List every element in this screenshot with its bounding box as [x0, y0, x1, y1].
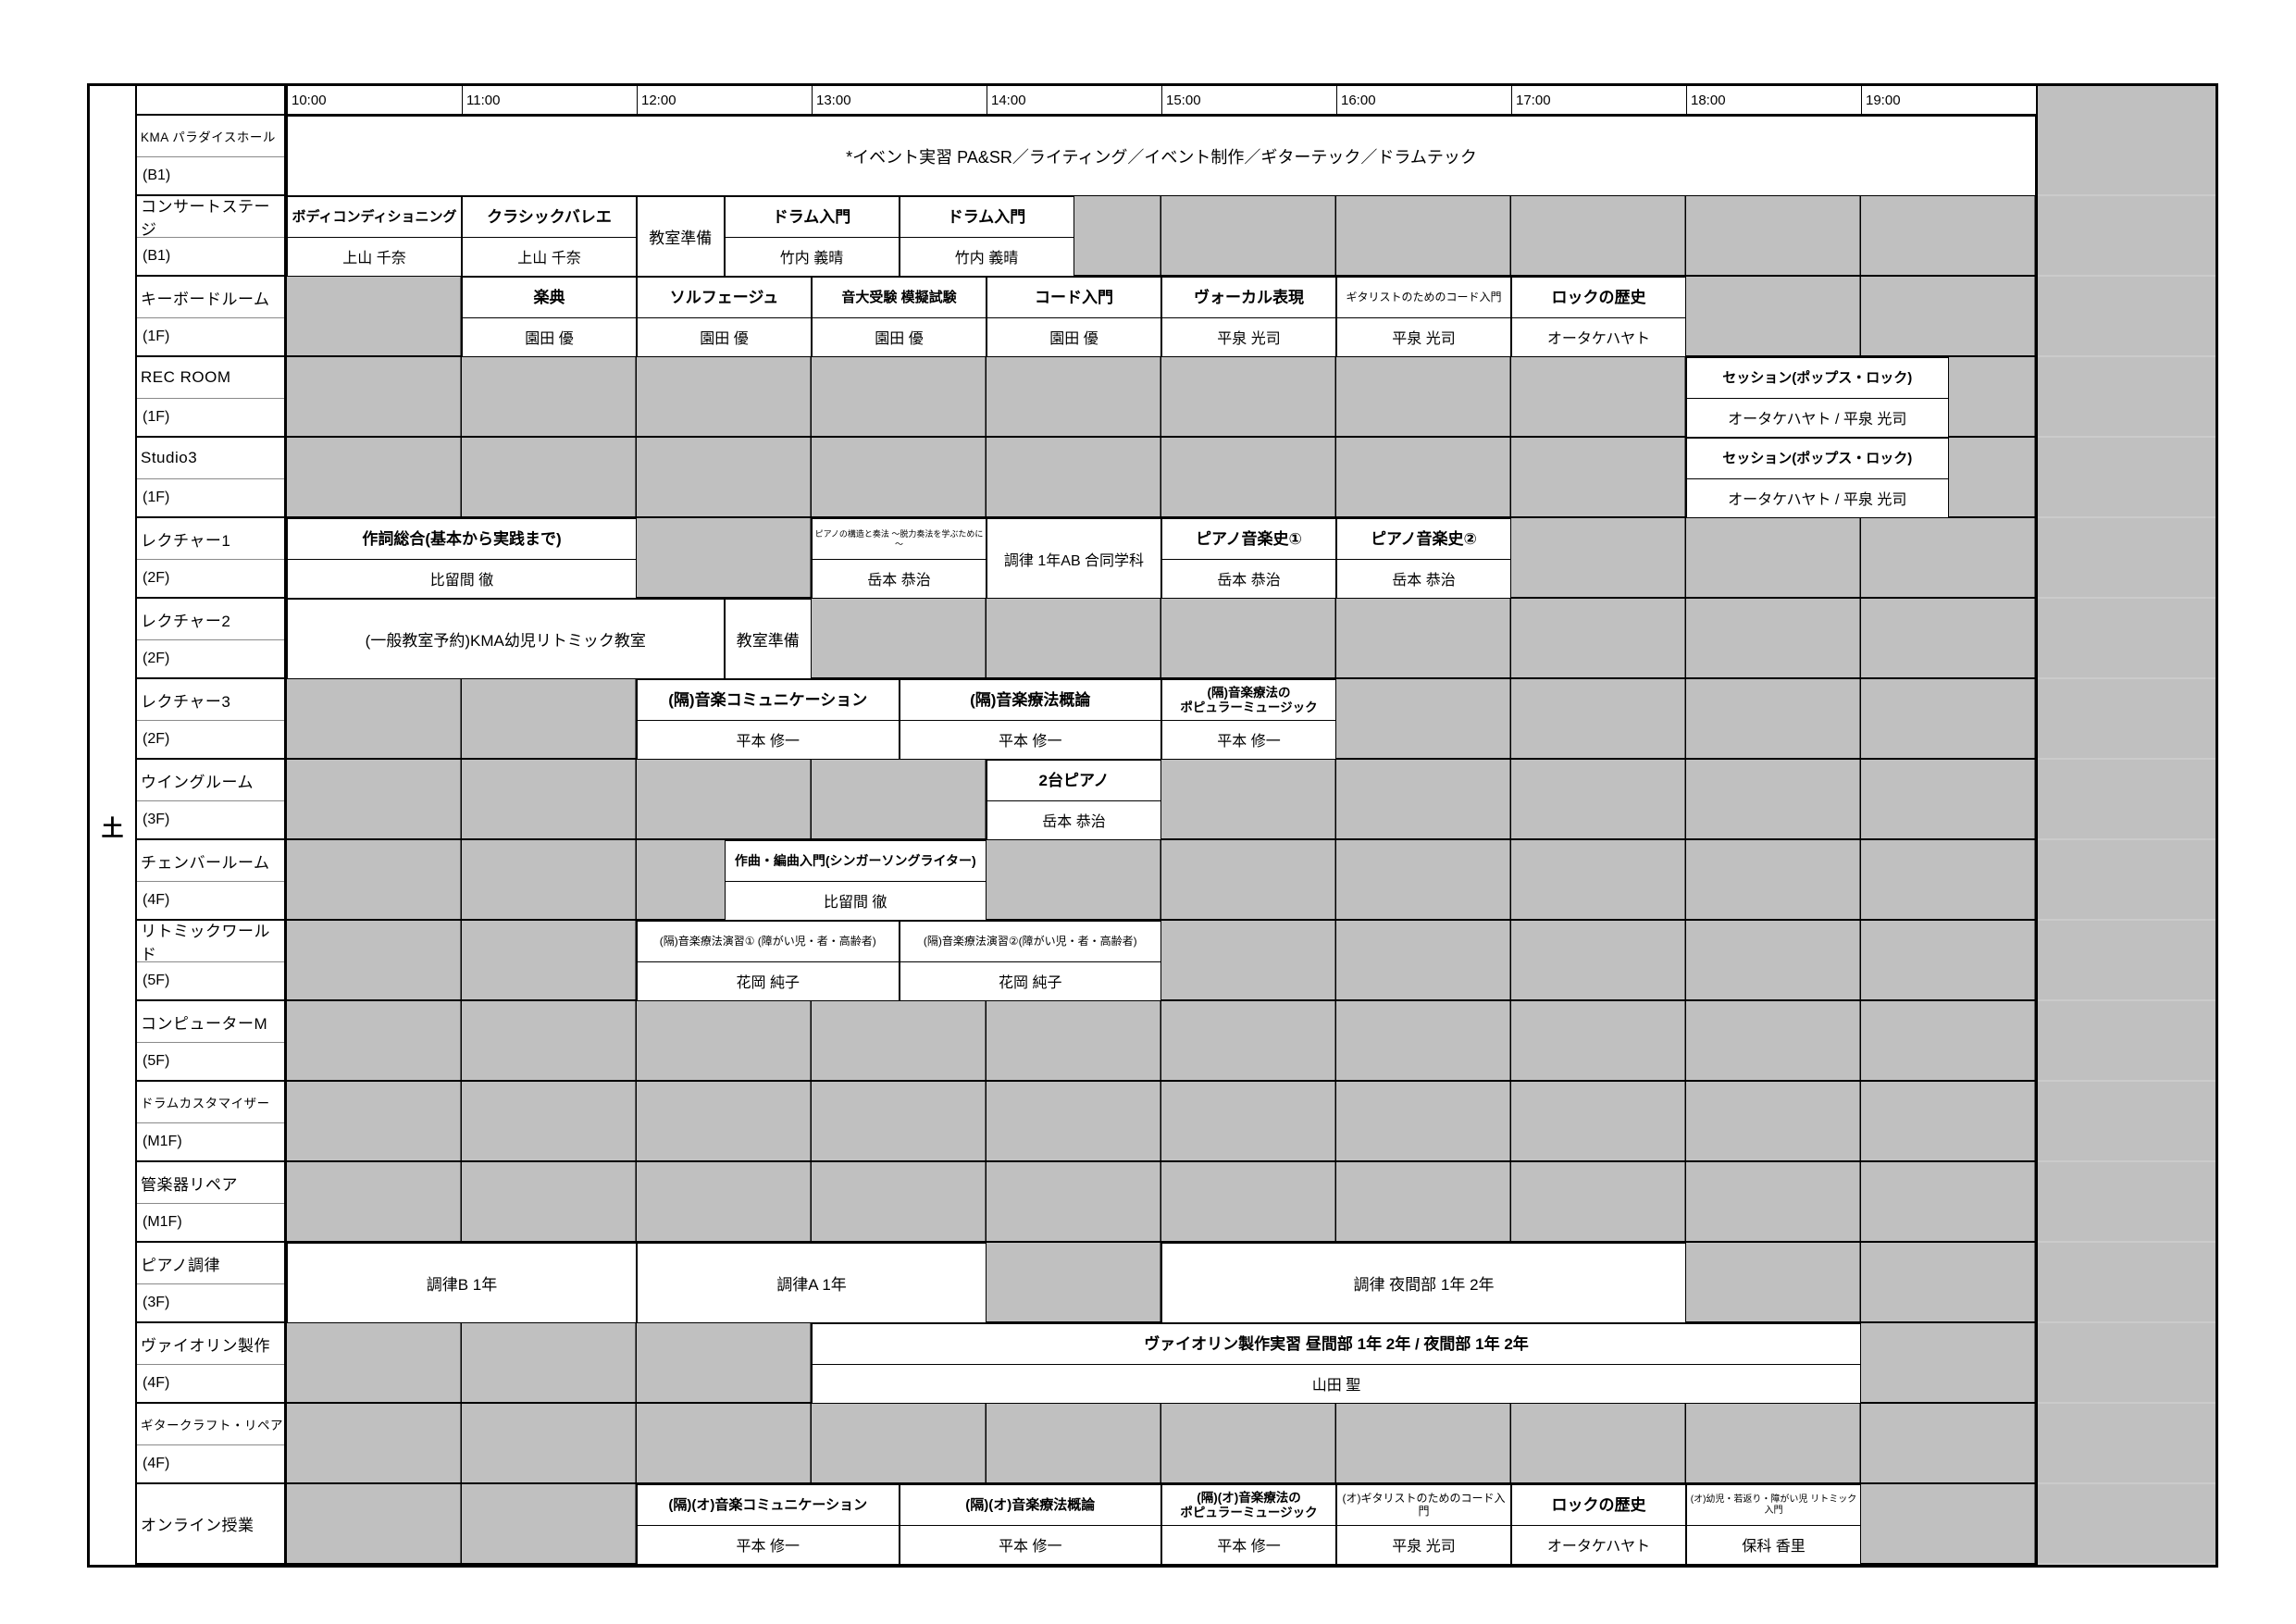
cell-online-guitarist-chord-intro: (オ)ギタリストのためのコード入門 平泉 光司 — [1336, 1484, 1511, 1565]
unused-right-column — [2036, 86, 2215, 1565]
grid-row-chamber — [287, 840, 2036, 921]
cell-violin-making-practice: ヴァイオリン製作実習 昼間部 1年 2年 / 夜間部 1年 2年 山田 聖 — [812, 1323, 1861, 1404]
room-concert-stage: コンサートステージ (B1) — [137, 196, 284, 277]
room-guitar-craft-repair: ギタークラフト・リペア (4F) — [137, 1404, 284, 1484]
grid-row-rhythmique — [287, 921, 2036, 1001]
time-header-17: 17:00 — [1511, 86, 1686, 116]
room-piano-tuning: ピアノ調律 (3F) — [137, 1243, 284, 1323]
time-header-13: 13:00 — [812, 86, 987, 116]
cell-tuning-night-course: 調律 夜間部 1年 2年 — [1161, 1243, 1686, 1323]
time-header-15: 15:00 — [1161, 86, 1336, 116]
cell-online-kids-rhythmique-intro: (オ)幼児・若返り・障がい児 リトミック入門 保科 香里 — [1686, 1484, 1861, 1565]
room-lecture3: レクチャー3 (2F) — [137, 679, 284, 760]
cell-kma-kids-rhythmique: (一般教室予約)KMA幼児リトミック教室 — [287, 599, 725, 679]
cell-guitarist-chord-intro: ギタリストのためのコード入門 平泉 光司 — [1336, 277, 1511, 357]
grid-row-wing — [287, 760, 2036, 840]
cell-therapy-practice-2: (隔)音楽療法演習②(障がい児・者・高齢者) 花岡 純子 — [899, 921, 1161, 1001]
time-header-14: 14:00 — [987, 86, 1161, 116]
room-studio3: Studio3 (1F) — [137, 438, 284, 518]
cell-body-conditioning: ボディコンディショニング 上山 千奈 — [287, 196, 462, 277]
cell-music-theory: 楽典 園田 優 — [462, 277, 637, 357]
room-computer-m: コンピューターM (5F) — [137, 1001, 284, 1082]
cell-online-therapy-popular-music: (隔)(オ)音楽療法の ポピュラーミュージック 平本 修一 — [1161, 1484, 1336, 1565]
time-header-10: 10:00 — [287, 86, 462, 116]
cell-tuning-b-year1: 調律B 1年 — [287, 1243, 637, 1323]
cell-piano-history-2: ピアノ音楽史② 岳本 恭治 — [1336, 518, 1511, 599]
room-lecture1: レクチャー1 (2F) — [137, 518, 284, 599]
room-violin-making: ヴァイオリン製作 (4F) — [137, 1323, 284, 1404]
grid-row-wind-repair — [287, 1162, 2036, 1243]
cell-two-pianos: 2台ピアノ 岳本 恭治 — [987, 760, 1161, 840]
divider-room-grid — [284, 86, 287, 1565]
room-rhythmique-world: リトミックワールド (5F) — [137, 921, 284, 1001]
room-kma-paradise-hall: KMA パラダイスホール (B1) — [137, 116, 284, 196]
time-header-12: 12:00 — [637, 86, 812, 116]
cell-lyric-writing: 作詞総合(基本から実践まで) 比留間 徹 — [287, 518, 637, 599]
cell-event-practice: *イベント実習 PA&SR／ライティング／イベント制作／ギターテック／ドラムテッ… — [287, 116, 2036, 196]
grid-row-computer-m — [287, 1001, 2036, 1082]
room-lecture2: レクチャー2 (2F) — [137, 599, 284, 679]
cell-session-pops-rock-rec: セッション(ポップス・ロック) オータケハヤト / 平泉 光司 — [1686, 357, 1949, 438]
cell-classic-ballet: クラシックバレエ 上山 千奈 — [462, 196, 637, 277]
cell-therapy-popular-music: (隔)音楽療法の ポピュラーミュージック 平本 修一 — [1161, 679, 1336, 760]
cell-rock-history: ロックの歴史 オータケハヤト — [1511, 277, 1686, 357]
cell-session-pops-rock-studio3: セッション(ポップス・ロック) オータケハヤト / 平泉 光司 — [1686, 438, 1949, 518]
cell-drum-intro-2: ドラム入門 竹内 義晴 — [899, 196, 1074, 277]
time-header-11: 11:00 — [462, 86, 637, 116]
divider-day-room — [135, 86, 137, 1565]
grid-row-guitar-craft — [287, 1404, 2036, 1484]
room-wing-room: ウイングルーム (3F) — [137, 760, 284, 840]
time-header-16: 16:00 — [1336, 86, 1511, 116]
room-wind-repair: 管楽器リペア (M1F) — [137, 1162, 284, 1243]
cell-online-rock-history: ロックの歴史 オータケハヤト — [1511, 1484, 1686, 1565]
cell-music-communication: (隔)音楽コミュニケーション 平本 修一 — [637, 679, 900, 760]
cell-vocal-expression: ヴォーカル表現 平泉 光司 — [1161, 277, 1336, 357]
cell-classroom-prep-2: 教室準備 — [724, 599, 812, 679]
cell-piano-history-1: ピアノ音楽史① 岳本 恭治 — [1161, 518, 1336, 599]
cell-music-therapy-intro: (隔)音楽療法概論 平本 修一 — [899, 679, 1161, 760]
cell-therapy-practice-1: (隔)音楽療法演習① (障がい児・者・高齢者) 花岡 純子 — [637, 921, 900, 1001]
time-header-18: 18:00 — [1686, 86, 1861, 116]
cell-composition-intro: 作曲・編曲入門(シンガーソングライター) 比留間 徹 — [724, 840, 987, 921]
time-header-19: 19:00 — [1861, 86, 2036, 116]
cell-drum-intro-1: ドラム入門 竹内 義晴 — [724, 196, 900, 277]
room-rec-room: REC ROOM (1F) — [137, 357, 284, 438]
room-chamber-room: チェンバールーム (4F) — [137, 840, 284, 921]
cell-tuning-a-year1: 調律A 1年 — [637, 1243, 987, 1323]
day-label-cell: 土 — [90, 86, 135, 1565]
header-corner-cell — [137, 86, 287, 116]
cell-online-music-communication: (隔)(オ)音楽コミュニケーション 平本 修一 — [637, 1484, 900, 1565]
room-keyboard-room: キーボードルーム (1F) — [137, 277, 284, 357]
grid-row-drum-customizer — [287, 1082, 2036, 1162]
cell-piano-structure: ピアノの構造と奏法 ～脱力奏法を学ぶために～ 岳本 恭治 — [812, 518, 987, 599]
day-label: 土 — [101, 815, 124, 841]
cell-chord-intro: コード入門 園田 優 — [987, 277, 1161, 357]
cell-tuning-joint-class: 調律 1年AB 合同学科 — [987, 518, 1161, 599]
cell-mock-exam: 音大受験 模擬試験 園田 優 — [812, 277, 987, 357]
room-online-class: オンライン授業 — [137, 1484, 284, 1565]
cell-online-therapy-intro: (隔)(オ)音楽療法概論 平本 修一 — [899, 1484, 1161, 1565]
cell-classroom-prep-1: 教室準備 — [637, 196, 725, 277]
room-drum-customizer: ドラムカスタマイザー (M1F) — [137, 1082, 284, 1162]
cell-solfege: ソルフェージュ 園田 優 — [637, 277, 812, 357]
